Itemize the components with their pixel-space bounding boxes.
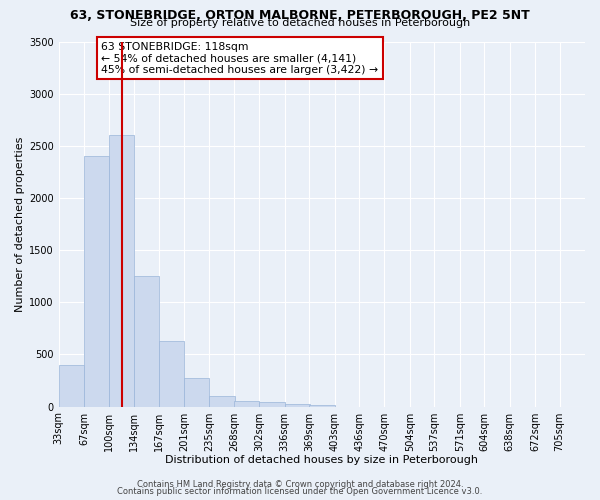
Bar bbox=[134, 276, 160, 406]
Bar bbox=[309, 404, 335, 406]
Bar bbox=[59, 365, 84, 406]
Text: Size of property relative to detached houses in Peterborough: Size of property relative to detached ho… bbox=[130, 18, 470, 28]
Bar bbox=[284, 404, 310, 406]
Text: Contains HM Land Registry data © Crown copyright and database right 2024.: Contains HM Land Registry data © Crown c… bbox=[137, 480, 463, 489]
Bar bbox=[158, 341, 184, 406]
Bar bbox=[259, 402, 284, 406]
Bar bbox=[209, 396, 235, 406]
Bar bbox=[109, 136, 134, 406]
Text: 63 STONEBRIDGE: 118sqm
← 54% of detached houses are smaller (4,141)
45% of semi-: 63 STONEBRIDGE: 118sqm ← 54% of detached… bbox=[101, 42, 379, 74]
Bar bbox=[84, 156, 109, 406]
Bar bbox=[234, 401, 259, 406]
Text: Contains public sector information licensed under the Open Government Licence v3: Contains public sector information licen… bbox=[118, 487, 482, 496]
Bar bbox=[184, 378, 209, 406]
Text: 63, STONEBRIDGE, ORTON MALBORNE, PETERBOROUGH, PE2 5NT: 63, STONEBRIDGE, ORTON MALBORNE, PETERBO… bbox=[70, 9, 530, 22]
Y-axis label: Number of detached properties: Number of detached properties bbox=[15, 136, 25, 312]
X-axis label: Distribution of detached houses by size in Peterborough: Distribution of detached houses by size … bbox=[166, 455, 478, 465]
